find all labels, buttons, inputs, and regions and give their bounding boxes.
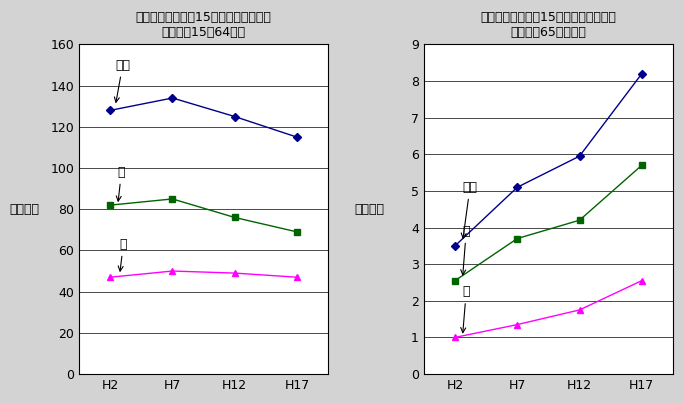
Text: 女: 女	[461, 285, 470, 332]
Text: （千人）: （千人）	[10, 203, 40, 216]
Text: 総数: 総数	[461, 181, 477, 238]
Text: 総数: 総数	[114, 58, 130, 102]
Text: 男: 男	[461, 225, 470, 275]
Text: 男: 男	[116, 166, 125, 201]
Title: 寝屋川市の男女別15歳以上労働力人口
の推移（65歳以上）: 寝屋川市の男女別15歳以上労働力人口 の推移（65歳以上）	[480, 11, 616, 39]
Text: 女: 女	[118, 238, 127, 271]
Title: 寝屋川市の男女別15歳以上労働力人口
の推移（15～64歳）: 寝屋川市の男女別15歳以上労働力人口 の推移（15～64歳）	[135, 11, 272, 39]
Text: （千人）: （千人）	[354, 203, 384, 216]
